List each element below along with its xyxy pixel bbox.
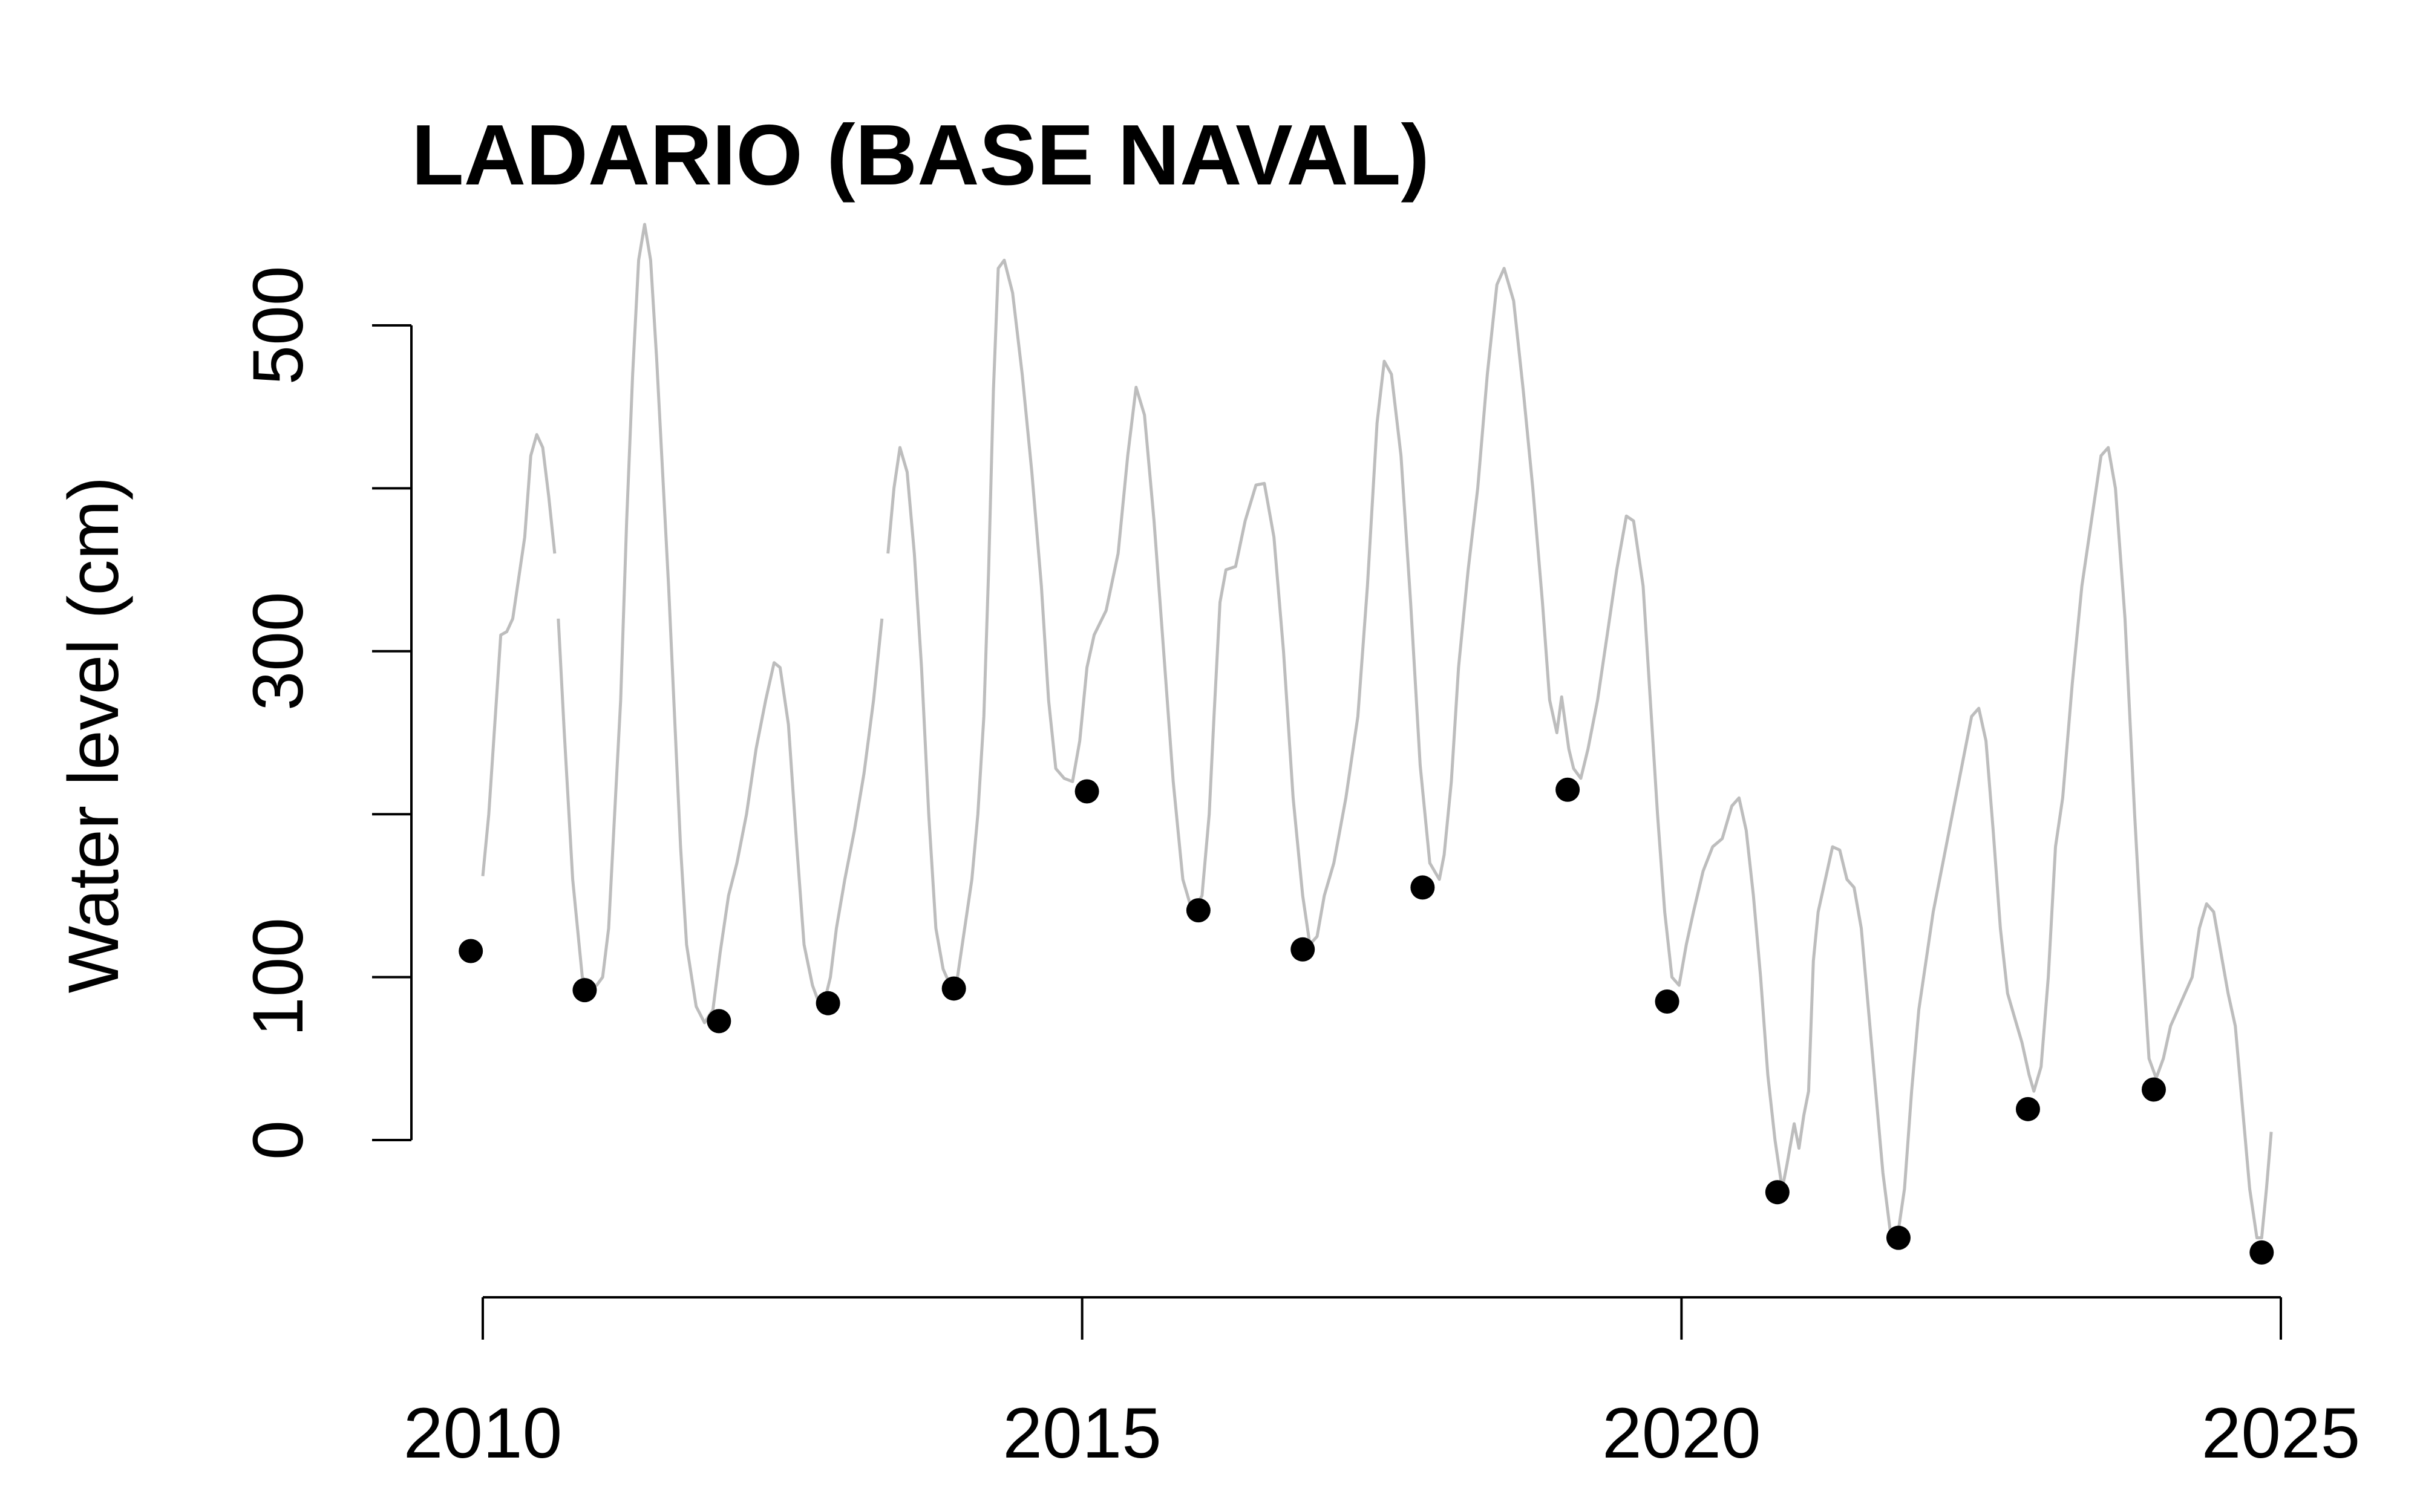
x-axis: 2010 2015 2020 2025 xyxy=(404,1296,2361,1473)
water-level-line-segment xyxy=(481,433,557,876)
y-tick-label: 100 xyxy=(238,917,318,1037)
annual-minimum-point xyxy=(1765,1180,1790,1205)
y-tick-label: 500 xyxy=(238,266,318,385)
chart-title: LADARIO (BASE NAVAL) xyxy=(411,107,1430,203)
annual-minimum-point xyxy=(572,978,597,1003)
annual-minimum-point xyxy=(707,1009,731,1034)
annual-minimum-point xyxy=(1186,898,1211,923)
annual-minimum-point xyxy=(1074,779,1099,804)
y-axis: 0 100 300 500 xyxy=(238,266,413,1160)
annual-minimum-point xyxy=(459,939,483,963)
water-level-line-segment xyxy=(557,223,884,1025)
x-tick-label: 2010 xyxy=(404,1393,563,1473)
water-level-line-segment xyxy=(886,258,2273,1240)
annual-minimum-point xyxy=(1886,1225,1911,1250)
x-tick-label: 2015 xyxy=(1002,1393,1162,1473)
annual-minimum-point xyxy=(1290,937,1315,962)
x-tick-label: 2020 xyxy=(1602,1393,1761,1473)
x-tick-label: 2025 xyxy=(2202,1393,2361,1473)
annual-minimum-point xyxy=(2249,1240,2274,1265)
annual-minimum-point xyxy=(1555,777,1580,802)
annual-minimum-point xyxy=(1655,989,1679,1014)
y-tick-label: 0 xyxy=(238,1120,318,1160)
annual-minimum-point xyxy=(941,976,966,1001)
water-level-line xyxy=(481,223,2273,1240)
annual-minimum-point xyxy=(816,991,840,1015)
annual-minimum-point xyxy=(2141,1077,2166,1102)
y-axis-label: Water level (cm) xyxy=(54,477,134,993)
annual-minimum-point xyxy=(2015,1097,2040,1121)
plot-area xyxy=(459,223,2274,1265)
y-tick-label: 300 xyxy=(238,591,318,711)
annual-minimum-point xyxy=(1410,875,1435,900)
annual-minimum-points xyxy=(459,777,2274,1265)
